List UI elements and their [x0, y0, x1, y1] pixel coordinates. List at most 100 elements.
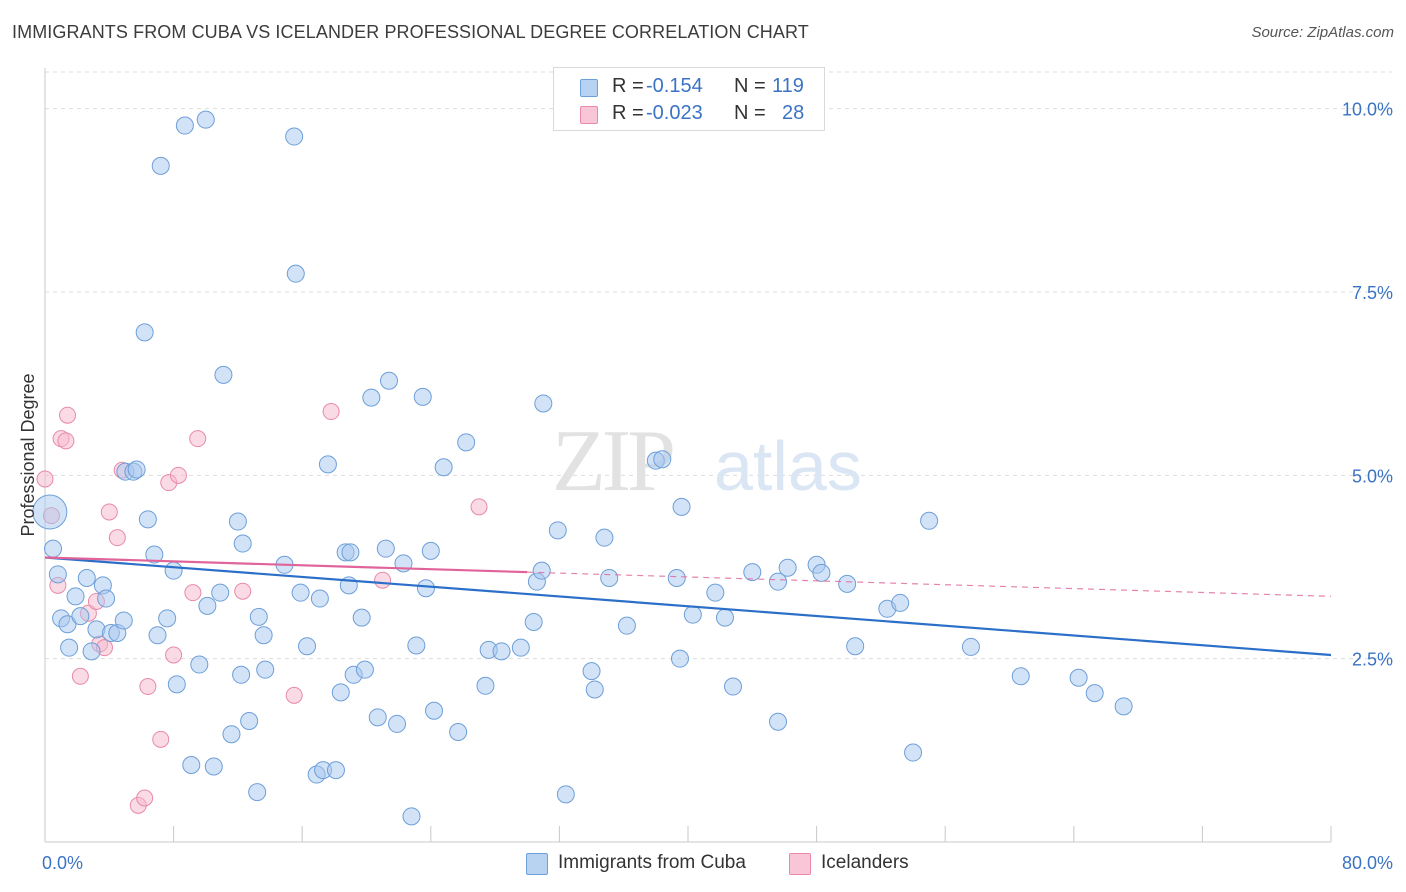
- chart-title: IMMIGRANTS FROM CUBA VS ICELANDER PROFES…: [12, 22, 809, 42]
- cuba-point: [232, 665, 251, 684]
- icelanders-point: [36, 470, 54, 488]
- icelanders-point: [234, 582, 252, 600]
- cuba-point: [1069, 668, 1088, 687]
- cuba-point: [44, 539, 63, 558]
- trend-lines: [44, 556, 1332, 657]
- cuba-point: [769, 712, 788, 731]
- cuba-point: [138, 510, 157, 529]
- n-label: N =: [734, 102, 766, 124]
- watermark-atlas: atlas: [714, 427, 862, 505]
- cuba-point: [97, 589, 116, 608]
- cuba-point: [778, 558, 797, 577]
- cuba-point: [298, 637, 317, 656]
- icelanders-point: [165, 646, 183, 664]
- icelanders-point: [71, 667, 89, 685]
- cuba-point: [600, 569, 619, 587]
- icelanders-trend-extension: [527, 571, 1332, 597]
- cuba-point: [318, 455, 337, 474]
- cuba-point: [425, 701, 444, 720]
- cuba-point: [248, 783, 267, 802]
- n-label: N =: [734, 75, 766, 97]
- cuba-point: [388, 714, 407, 733]
- cuba-point: [667, 569, 686, 587]
- cuba-point: [904, 743, 923, 762]
- icelanders-point: [100, 503, 118, 521]
- cuba-point: [534, 394, 553, 413]
- cuba-point: [151, 156, 170, 175]
- cuba-point: [145, 545, 164, 564]
- cuba-point: [222, 725, 241, 744]
- cuba-point: [743, 563, 762, 582]
- cuba-point: [595, 528, 614, 547]
- icelanders-point: [184, 584, 202, 602]
- icelanders-point: [139, 678, 157, 696]
- axes: [44, 68, 1332, 843]
- icelanders-point: [189, 430, 207, 448]
- icelanders-point: [59, 406, 77, 424]
- icelanders-point: [136, 789, 154, 807]
- cuba-point: [846, 637, 865, 656]
- icelanders-points: [36, 403, 488, 814]
- r-label: R =: [612, 102, 644, 124]
- legend-label: Immigrants from Cuba: [558, 852, 746, 873]
- cuba-point: [158, 609, 177, 628]
- cuba-point: [285, 127, 304, 146]
- cuba-point: [331, 683, 350, 702]
- y-tick-label: 5.0%: [1352, 466, 1393, 486]
- cuba-point: [48, 565, 67, 584]
- cuba-point: [402, 807, 421, 826]
- cuba-point: [167, 675, 186, 694]
- icelanders-point: [152, 730, 170, 748]
- cuba-point: [60, 638, 79, 657]
- icelanders-point: [285, 686, 303, 704]
- cuba-point: [352, 608, 371, 627]
- cuba-point: [368, 708, 387, 727]
- cuba-point: [127, 460, 146, 479]
- cuba-point: [476, 676, 495, 695]
- cuba-point: [254, 626, 273, 645]
- n-value: 119: [772, 75, 804, 97]
- cuba-point: [240, 712, 259, 730]
- cuba-point: [582, 662, 601, 681]
- cuba-point: [148, 626, 167, 645]
- cuba-point: [71, 607, 90, 626]
- cuba-point: [190, 655, 209, 674]
- icelanders-point: [169, 466, 187, 484]
- cuba-point: [457, 433, 476, 452]
- icelanders-point: [470, 498, 488, 516]
- cuba-point: [492, 642, 511, 661]
- source-label: Source: ZipAtlas.com: [1251, 24, 1394, 41]
- cuba-point: [228, 512, 247, 531]
- x-tick-label: 0.0%: [42, 853, 83, 873]
- cuba-point: [838, 574, 857, 593]
- cuba-point: [135, 323, 154, 342]
- y-tick-label: 7.5%: [1352, 283, 1393, 303]
- cuba-point: [198, 596, 217, 615]
- cuba-point: [66, 587, 85, 606]
- cuba-point: [672, 497, 691, 516]
- cuba-point: [724, 677, 743, 696]
- cuba-point: [182, 756, 201, 774]
- cuba-point: [196, 110, 215, 129]
- cuba-point: [114, 611, 133, 630]
- cuba-point: [82, 642, 101, 661]
- cuba-swatch: [580, 79, 598, 97]
- legend-label: Icelanders: [821, 852, 909, 873]
- cuba-point: [249, 607, 268, 626]
- icelanders-trend-line: [44, 556, 528, 574]
- cuba-point: [376, 539, 395, 558]
- icelanders-point: [322, 403, 340, 421]
- cuba-point: [532, 561, 551, 580]
- cuba-point: [77, 569, 96, 587]
- cuba-point: [164, 561, 183, 580]
- cuba-point: [175, 116, 194, 135]
- icelanders-point: [374, 571, 392, 589]
- cuba-point: [32, 494, 68, 530]
- legend-row-icelanders: R = -0.023 N = 28: [554, 100, 824, 128]
- cuba-point: [407, 636, 426, 655]
- y-tick-label: 2.5%: [1352, 650, 1393, 670]
- cuba-point: [524, 613, 543, 631]
- grid-lines: [45, 71, 1392, 660]
- cuba-points: [32, 110, 1133, 826]
